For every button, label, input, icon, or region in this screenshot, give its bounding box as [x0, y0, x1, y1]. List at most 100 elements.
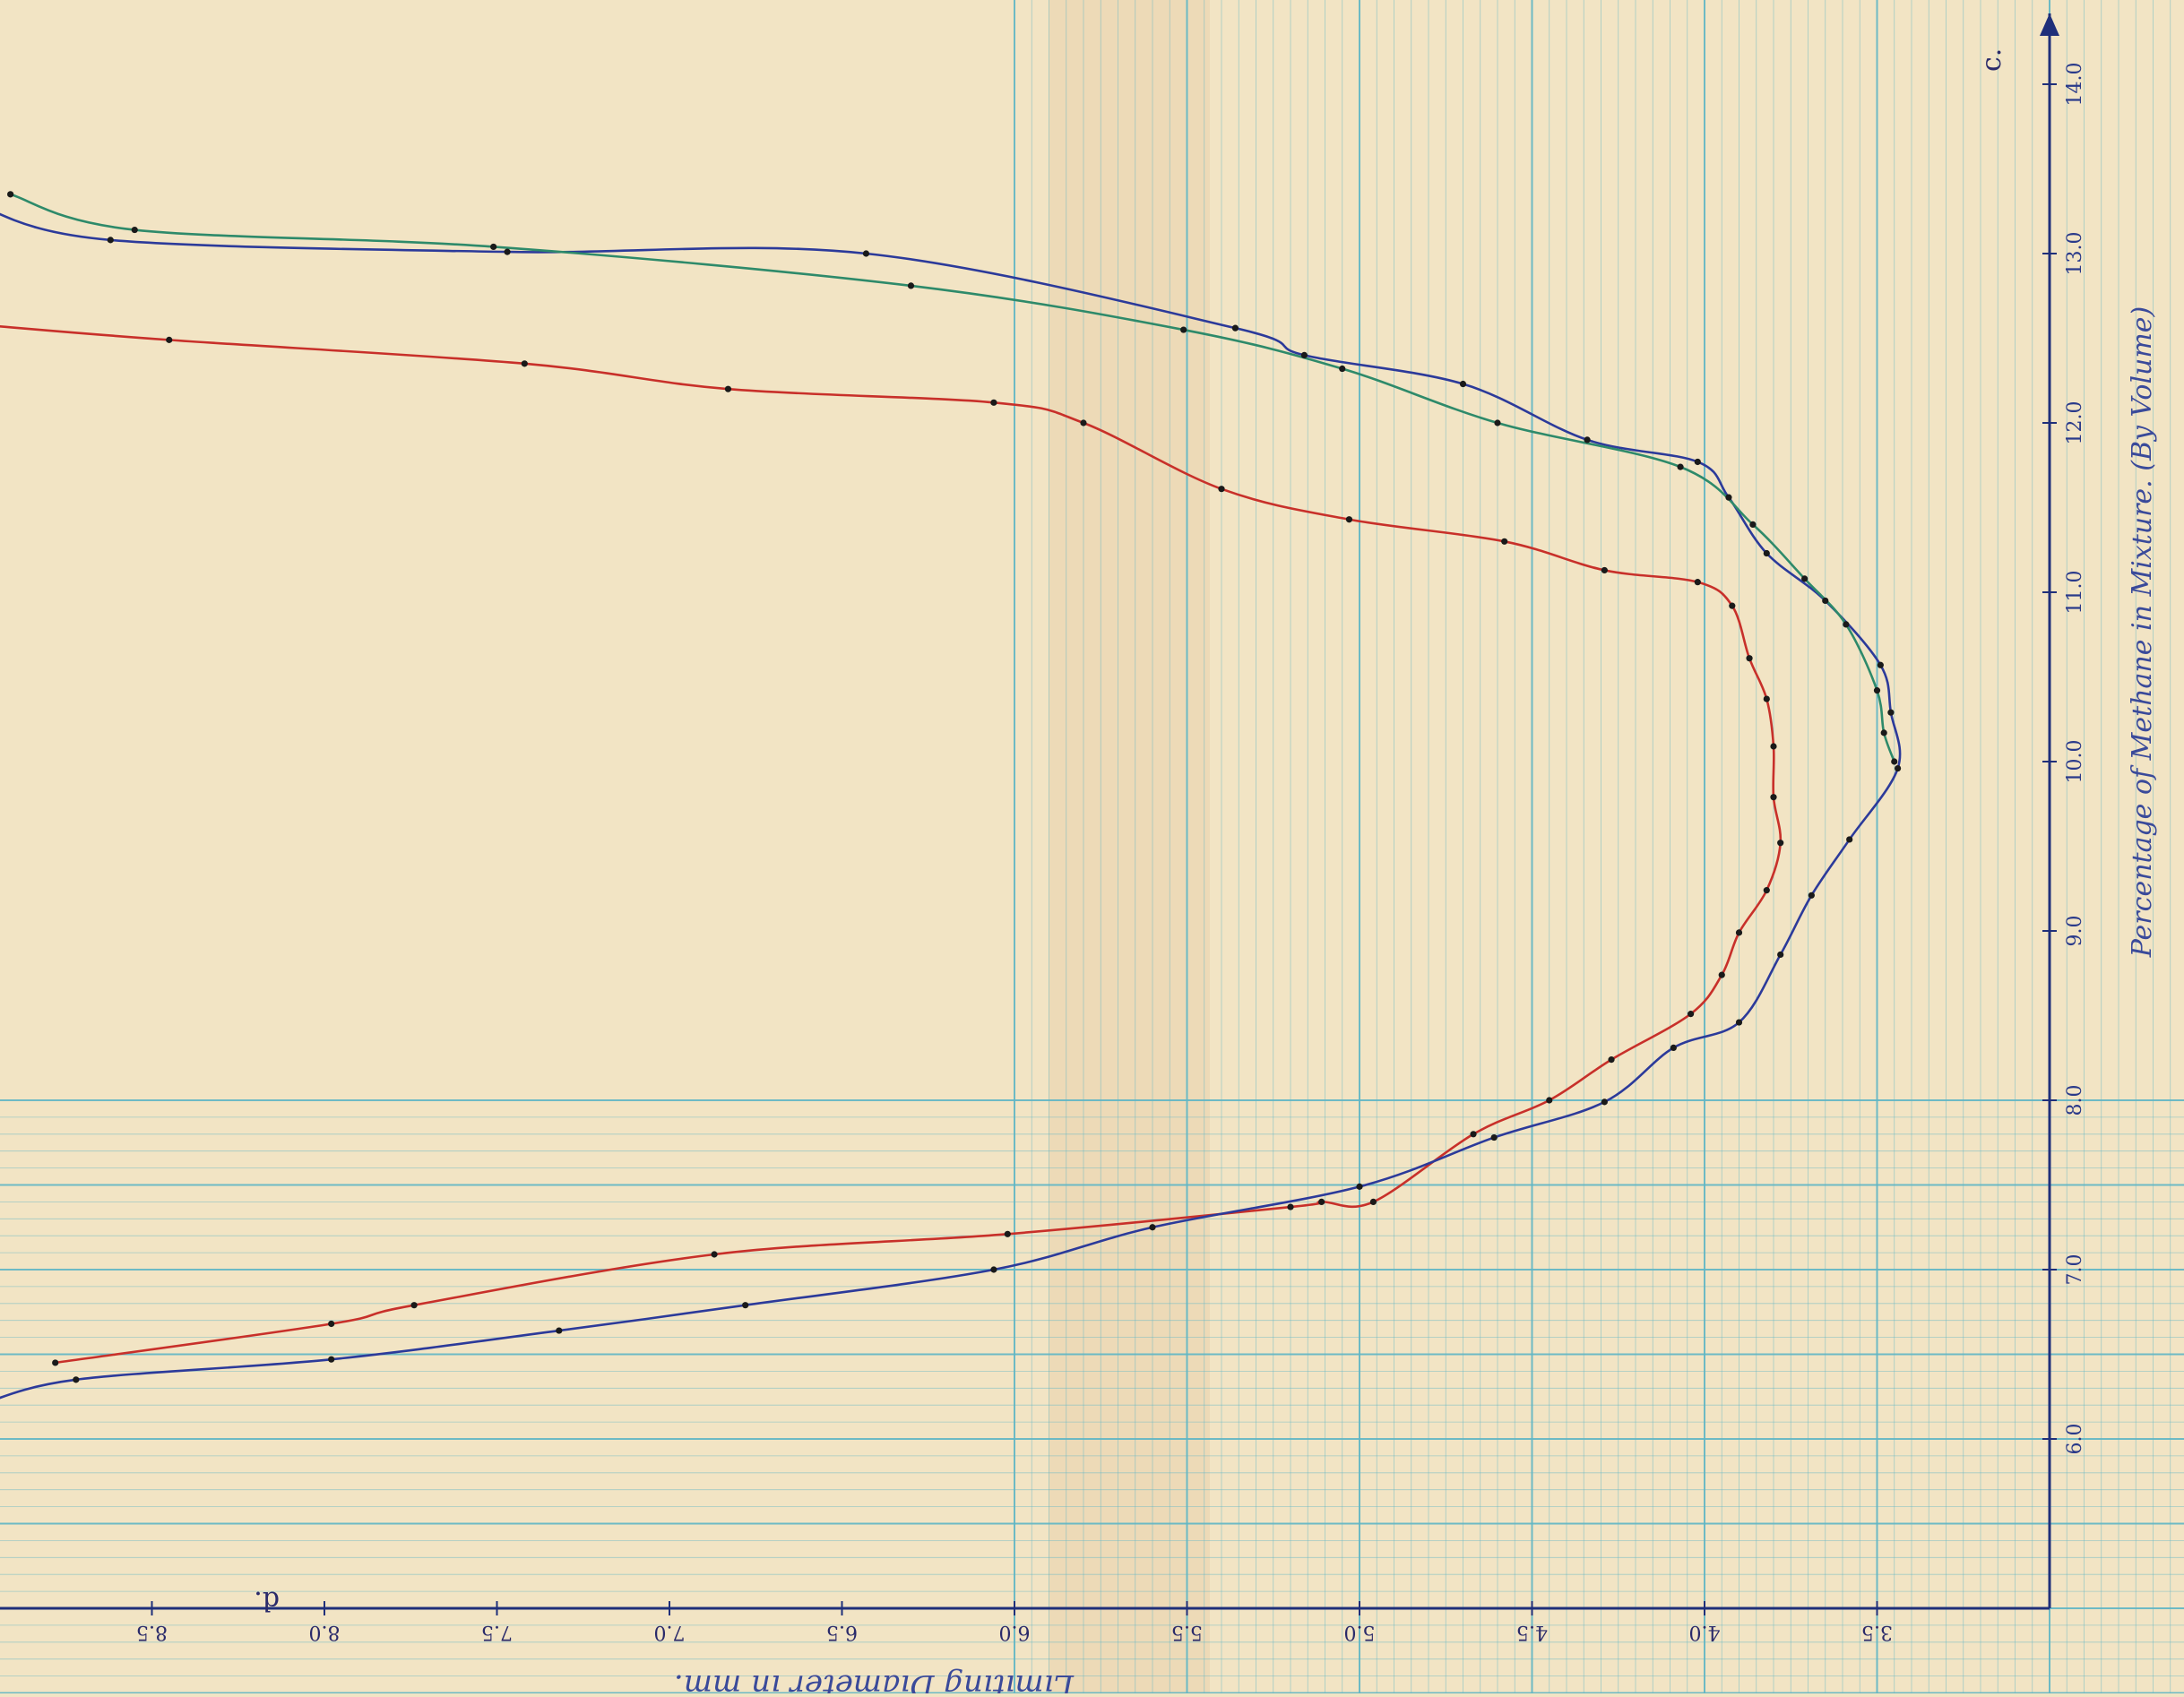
data-point	[1729, 602, 1736, 609]
data-point	[1763, 695, 1770, 702]
data-point	[52, 1359, 59, 1366]
y-tick-label: 7.5	[481, 1621, 513, 1643]
data-point	[990, 399, 997, 406]
data-point	[7, 191, 14, 198]
data-point	[1746, 655, 1753, 662]
data-point	[1770, 743, 1777, 750]
data-point	[1677, 463, 1684, 470]
data-point	[1470, 1131, 1477, 1138]
data-point	[1895, 764, 1902, 772]
x-tick-label: 14.0	[2064, 63, 2086, 107]
data-point	[1694, 458, 1701, 466]
data-point	[1300, 351, 1308, 358]
data-point	[73, 1376, 80, 1383]
y-tick-label: 8.5	[136, 1621, 168, 1643]
x-tick-label: 10.0	[2064, 740, 2086, 784]
data-point	[1777, 951, 1784, 959]
axes	[0, 13, 2059, 1615]
data-point	[1345, 516, 1353, 523]
data-point	[1287, 1203, 1294, 1210]
data-point	[1218, 486, 1225, 493]
series-line-1	[0, 324, 1783, 1365]
data-point	[1735, 1019, 1743, 1026]
y-tick-label: 5.0	[1344, 1621, 1376, 1643]
data-point	[1584, 436, 1591, 444]
x-tick-label: 11.0	[2064, 571, 2086, 615]
data-point	[1694, 579, 1701, 586]
y-axis-label: Limiting Diameter in mm.	[674, 1667, 1075, 1693]
data-point	[1843, 621, 1850, 628]
data-point	[521, 360, 528, 367]
data-point	[1339, 365, 1346, 373]
data-point	[1877, 661, 1884, 668]
data-point	[1318, 1198, 1325, 1205]
data-point	[1494, 419, 1501, 426]
data-point	[1601, 1098, 1608, 1106]
y-axis-end-marker: d.	[254, 1585, 280, 1616]
data-point	[1369, 1198, 1377, 1205]
data-point	[1688, 1011, 1695, 1018]
data-point	[990, 1266, 997, 1273]
data-point	[1777, 840, 1784, 847]
data-point	[1231, 324, 1239, 332]
data-point	[1880, 729, 1887, 737]
data-point	[1546, 1097, 1553, 1104]
data-point	[1004, 1230, 1011, 1237]
data-points	[7, 191, 1902, 1383]
data-point	[1608, 1056, 1615, 1064]
y-tick-label: 4.5	[1516, 1621, 1548, 1643]
data-point	[742, 1302, 749, 1309]
x-tick-label: 6.0	[2064, 1424, 2086, 1455]
data-point	[1763, 549, 1770, 557]
data-point	[724, 385, 732, 392]
data-point	[504, 248, 511, 255]
y-tick-label: 4.0	[1689, 1621, 1721, 1643]
data-point	[1718, 971, 1725, 978]
data-point	[1735, 929, 1743, 936]
y-tick-label: 5.5	[1171, 1621, 1203, 1643]
data-point	[166, 336, 173, 343]
x-tick-label: 13.0	[2064, 232, 2086, 276]
x-tick-label: 9.0	[2064, 916, 2086, 947]
data-point	[1670, 1044, 1677, 1052]
data-point	[1770, 794, 1777, 801]
data-point	[1601, 566, 1608, 574]
data-point	[1356, 1183, 1363, 1190]
series-line-2	[0, 212, 1902, 1400]
data-point	[328, 1356, 335, 1363]
data-point	[131, 226, 138, 234]
data-point	[1725, 494, 1732, 501]
data-point	[107, 237, 114, 244]
x-axis-label: Percentage of Methane in Mixture. (By Vo…	[2127, 306, 2158, 959]
data-point	[1763, 887, 1770, 894]
data-point	[1822, 597, 1829, 605]
x-tick-label: 8.0	[2064, 1085, 2086, 1116]
x-tick-label: 7.0	[2064, 1254, 2086, 1286]
labels: Percentage of Methane in Mixture. (By Vo…	[136, 48, 2158, 1697]
data-point	[556, 1327, 563, 1334]
x-tick-label: 12.0	[2064, 401, 2086, 445]
data-point	[1749, 521, 1757, 529]
data-point	[1459, 380, 1467, 388]
data-point	[1891, 758, 1898, 765]
y-tick-label: 8.0	[309, 1621, 341, 1643]
data-point	[1490, 1133, 1498, 1141]
data-point	[410, 1302, 418, 1309]
data-point	[1846, 836, 1853, 843]
x-axis-end-marker: c.	[1976, 48, 2007, 72]
x-axis-arrow-icon	[2040, 13, 2059, 36]
data-point	[711, 1251, 718, 1258]
data-point	[1873, 687, 1881, 694]
data-point	[1180, 326, 1187, 333]
y-tick-label: 6.5	[826, 1621, 858, 1643]
data-point	[1149, 1224, 1156, 1231]
data-point	[490, 243, 497, 251]
y-tick-label: 7.0	[654, 1621, 686, 1643]
y-tick-label: 6.0	[999, 1621, 1031, 1643]
data-point	[328, 1320, 335, 1328]
data-point	[907, 282, 915, 289]
data-point	[1808, 892, 1815, 899]
